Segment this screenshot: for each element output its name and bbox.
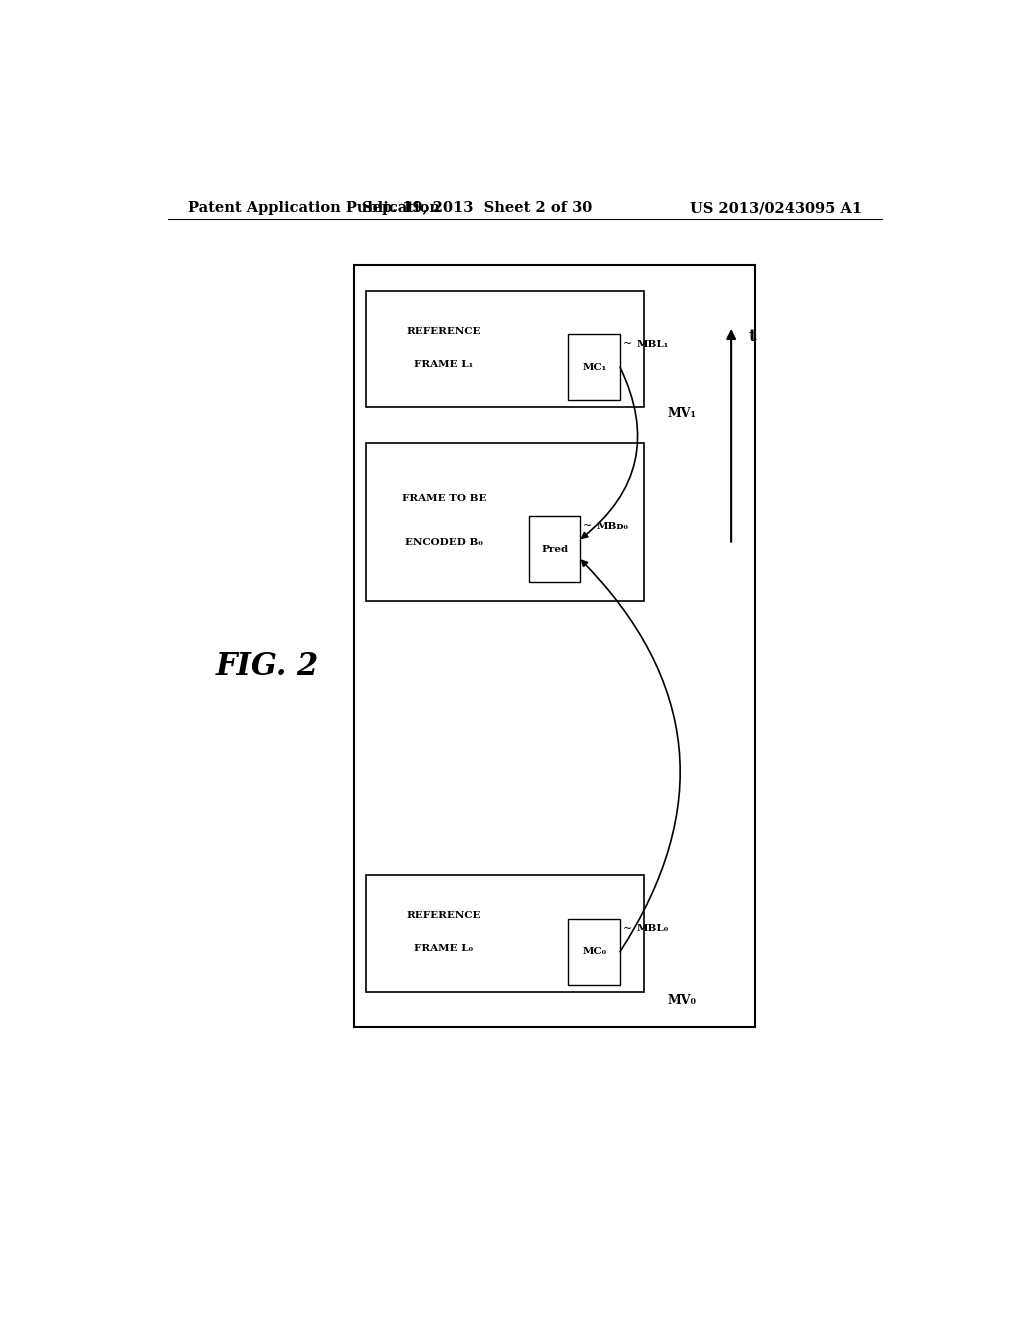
- Text: MV₀: MV₀: [668, 994, 696, 1007]
- FancyArrowPatch shape: [582, 367, 638, 539]
- Text: ~: ~: [583, 521, 592, 531]
- Text: Sep. 19, 2013  Sheet 2 of 30: Sep. 19, 2013 Sheet 2 of 30: [362, 201, 592, 215]
- Text: MBᴅ₀: MBᴅ₀: [597, 521, 629, 531]
- Text: MC₁: MC₁: [583, 363, 606, 372]
- Text: Patent Application Publication: Patent Application Publication: [187, 201, 439, 215]
- Text: t: t: [749, 327, 756, 345]
- Text: MBL₀: MBL₀: [637, 924, 669, 933]
- Bar: [367, 290, 644, 408]
- Text: MV₁: MV₁: [668, 408, 696, 420]
- Bar: [354, 265, 755, 1027]
- Text: FRAME TO BE: FRAME TO BE: [401, 494, 486, 503]
- Bar: [568, 334, 621, 400]
- Text: REFERENCE: REFERENCE: [407, 911, 481, 920]
- Text: FRAME L₁: FRAME L₁: [415, 359, 473, 368]
- Text: REFERENCE: REFERENCE: [407, 327, 481, 337]
- Bar: [568, 919, 621, 985]
- Text: Pred: Pred: [541, 545, 568, 553]
- Text: MBL₁: MBL₁: [637, 339, 669, 348]
- Text: MC₀: MC₀: [583, 948, 606, 956]
- Bar: [367, 444, 644, 601]
- Text: FRAME L₀: FRAME L₀: [415, 944, 473, 953]
- FancyArrowPatch shape: [582, 561, 680, 952]
- Text: ~: ~: [623, 924, 632, 933]
- Text: ENCODED B₀: ENCODED B₀: [404, 537, 482, 546]
- Bar: [367, 875, 644, 991]
- Text: FIG. 2: FIG. 2: [215, 651, 318, 682]
- Text: ~: ~: [623, 339, 632, 350]
- Bar: [528, 516, 581, 582]
- Text: US 2013/0243095 A1: US 2013/0243095 A1: [690, 201, 862, 215]
